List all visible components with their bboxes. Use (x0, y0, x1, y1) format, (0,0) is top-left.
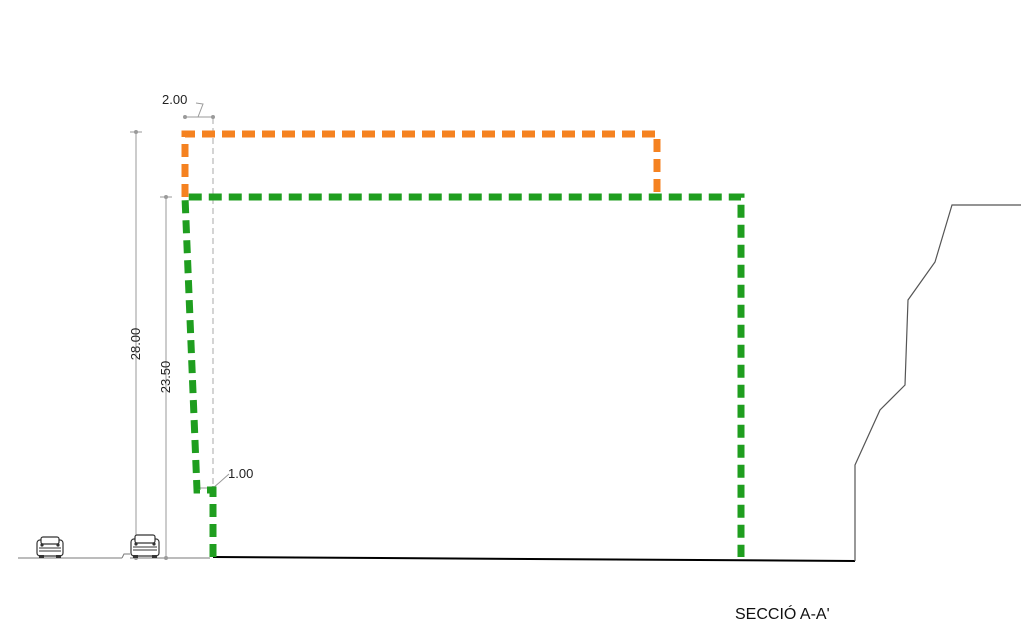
dimension-green-height (160, 195, 172, 560)
section-title: SECCIÓ A-A' (735, 604, 830, 623)
terrain-profile (854, 204, 1021, 561)
dimension-label-total-height: 28.00 (128, 328, 143, 361)
dimension-top-offset (183, 102, 215, 119)
green-volume-outline (181, 193, 745, 557)
street-baseline (18, 553, 210, 559)
dimension-label-top-offset: 2.00 (162, 92, 187, 107)
orange-volume-outline (181, 130, 661, 197)
car-front-icon (36, 536, 64, 558)
ground-line (212, 556, 856, 562)
dimension-label-green-height: 23.50 (158, 361, 173, 394)
dimension-label-bottom-offset: 1.00 (228, 466, 253, 481)
car-front-icon (130, 534, 160, 558)
